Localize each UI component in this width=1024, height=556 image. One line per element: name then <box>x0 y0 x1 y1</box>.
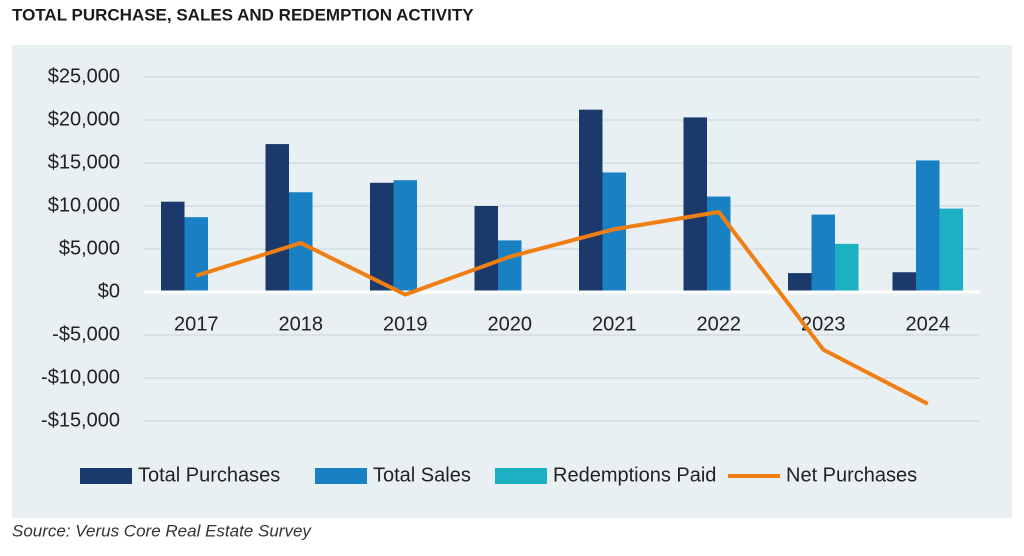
x-tick-label: 2022 <box>697 313 742 335</box>
x-tick-label: 2017 <box>174 313 219 335</box>
x-tick-label: 2019 <box>383 313 428 335</box>
y-tick-label: -$5,000 <box>52 323 120 345</box>
y-tick-label: -$15,000 <box>41 409 120 431</box>
bar <box>835 243 859 292</box>
bar <box>939 208 963 292</box>
bar <box>916 160 940 292</box>
y-tick-label: $15,000 <box>48 151 120 173</box>
legend-label: Total Purchases <box>138 464 280 486</box>
x-tick-label: 2023 <box>801 313 846 335</box>
chart-title: TOTAL PURCHASE, SALES AND REDEMPTION ACT… <box>12 5 474 24</box>
legend-swatch <box>315 468 367 484</box>
line-series <box>195 210 929 406</box>
bar <box>892 272 916 292</box>
legend-label: Total Sales <box>373 464 471 486</box>
bar <box>788 273 812 292</box>
bar <box>498 240 522 292</box>
legend-swatch <box>495 468 547 484</box>
y-tick-label: $20,000 <box>48 108 120 130</box>
x-tick-label: 2020 <box>488 313 533 335</box>
y-tick-label: $10,000 <box>48 194 120 216</box>
bar <box>370 182 394 292</box>
x-tick-label: 2018 <box>279 313 324 335</box>
bar <box>265 144 289 292</box>
x-tick-label: 2021 <box>592 313 637 335</box>
bar <box>602 172 626 292</box>
legend-label: Redemptions Paid <box>553 464 716 486</box>
y-tick-label: $25,000 <box>48 65 120 87</box>
bar <box>161 201 185 292</box>
y-tick-label: $0 <box>98 280 120 302</box>
bar <box>184 217 208 292</box>
source-note: Source: Verus Core Real Estate Survey <box>12 521 312 540</box>
legend-swatch <box>80 468 132 484</box>
bar <box>811 214 835 292</box>
bar <box>393 180 417 292</box>
x-tick-label: 2024 <box>906 313 951 335</box>
bar <box>579 109 603 293</box>
y-tick-label: $5,000 <box>59 237 120 259</box>
bar <box>474 206 498 292</box>
y-tick-label: -$10,000 <box>41 366 120 388</box>
legend-label: Net Purchases <box>786 464 917 486</box>
bar <box>683 117 707 292</box>
